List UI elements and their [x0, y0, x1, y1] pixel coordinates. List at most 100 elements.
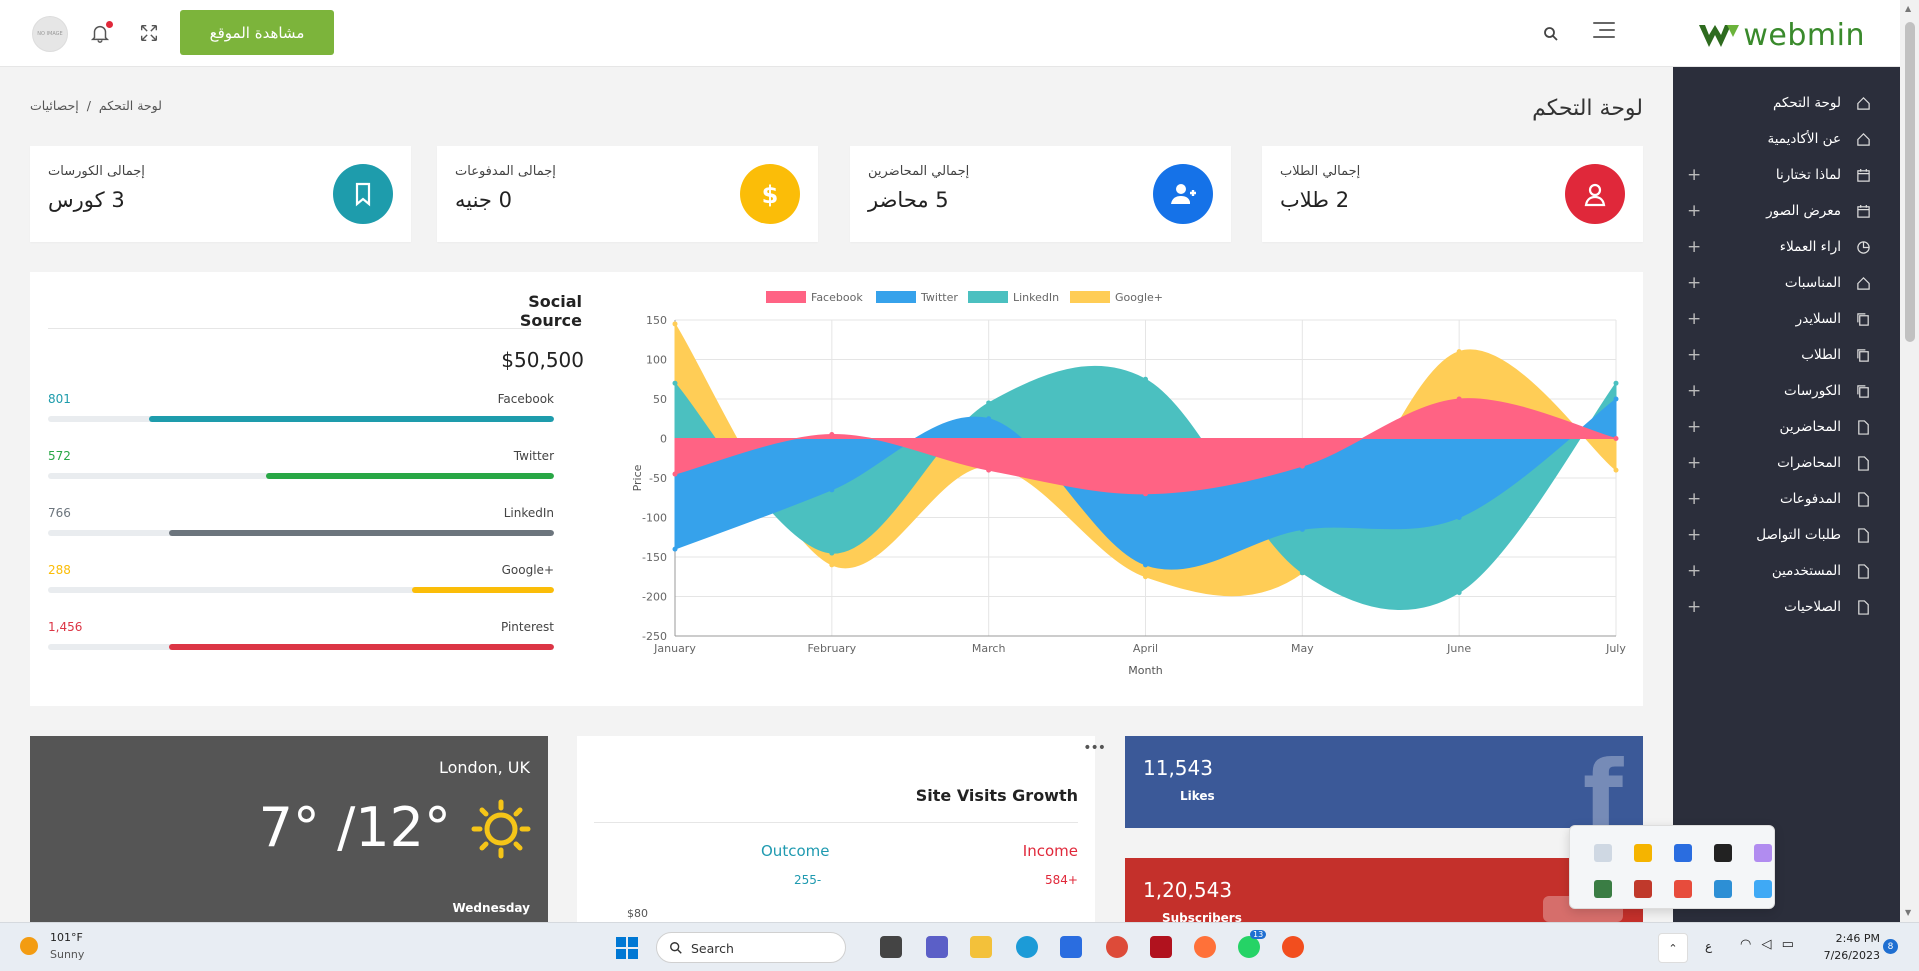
wifi-volume-battery-icons[interactable]: ◠ ◁ ▭	[1740, 937, 1797, 952]
sidebar-item[interactable]: اراء العملاء +	[1673, 225, 1900, 269]
sidebar-item-label: لماذا تختارنا	[1775, 167, 1841, 183]
sidebar-item[interactable]: معرض الصور +	[1673, 189, 1900, 233]
data-point	[1299, 526, 1305, 532]
taskbar-search-box[interactable]: Search	[656, 932, 846, 963]
scroll-thumb[interactable]	[1905, 22, 1915, 342]
expand-plus-icon[interactable]: +	[1687, 561, 1702, 581]
taskbar-weather-condition[interactable]: Sunny	[50, 948, 85, 961]
scroll-down-arrow[interactable]: ▼	[1905, 908, 1912, 917]
input-language[interactable]: ع	[1705, 939, 1713, 953]
anydesk-icon[interactable]	[1674, 880, 1692, 898]
sidebar-item-label: معرض الصور	[1766, 203, 1841, 219]
globe-icon[interactable]	[1594, 844, 1612, 862]
stat-value: 2 طلاب	[1280, 188, 1350, 212]
app-tray-icon[interactable]	[1634, 880, 1652, 898]
notification-count-badge[interactable]: 8	[1883, 939, 1898, 954]
show-hidden-icons-chevron[interactable]: ⌃	[1658, 933, 1688, 963]
social-network-name: Pinterest	[500, 620, 554, 634]
social-count: 1,456	[48, 620, 83, 634]
expand-plus-icon[interactable]: +	[1687, 309, 1702, 329]
pen-icon[interactable]	[1754, 844, 1772, 862]
page-scrollbar[interactable]: ▲ ▼	[1900, 0, 1919, 922]
firefox-browser-icon[interactable]	[1194, 936, 1216, 958]
taskbar-time[interactable]: 2:46 PM	[1835, 932, 1880, 945]
expand-plus-icon[interactable]: +	[1687, 345, 1702, 365]
more-options-icon[interactable]: •••	[1083, 740, 1106, 756]
pie-chart-icon	[1857, 240, 1870, 254]
sidebar-item[interactable]: المحاضرات +	[1673, 441, 1900, 485]
windows-start-icon[interactable]	[616, 937, 638, 959]
sidebar-item[interactable]: السلايدر +	[1673, 297, 1900, 341]
network-icon[interactable]	[1594, 880, 1612, 898]
progress-fill	[412, 587, 554, 593]
breadcrumb-home[interactable]: لوحة التحكم	[98, 98, 162, 113]
stat-value: 5 محاضر	[868, 188, 949, 212]
expand-plus-icon[interactable]: +	[1687, 417, 1702, 437]
menu-toggle-icon[interactable]	[1589, 22, 1615, 44]
search-icon[interactable]	[1543, 26, 1559, 42]
sidebar-item[interactable]: المحاضرين +	[1673, 405, 1900, 449]
app-icon[interactable]	[1150, 936, 1172, 958]
stat-card: إجمالي الطلاب 2 طلاب	[1262, 146, 1643, 242]
data-point	[829, 562, 835, 568]
sidebar-item[interactable]: الطلاب +	[1673, 333, 1900, 377]
sidebar-item[interactable]: لماذا تختارنا +	[1673, 153, 1900, 197]
social-network-name: Twitter	[513, 449, 554, 463]
sidebar-item[interactable]: المدفوعات +	[1673, 477, 1900, 521]
legend-swatch	[1070, 291, 1110, 303]
data-point	[829, 550, 835, 556]
sync-icon[interactable]	[1714, 880, 1732, 898]
file-explorer-icon[interactable]	[970, 936, 992, 958]
brand-name: webmin	[1743, 18, 1865, 53]
expand-plus-icon[interactable]: +	[1687, 597, 1702, 617]
fullscreen-icon[interactable]	[138, 22, 160, 44]
social-source-title: Social Source	[519, 292, 582, 330]
expand-plus-icon[interactable]: +	[1687, 165, 1702, 185]
brand-logo[interactable]: webmin	[1699, 18, 1865, 53]
visit-site-button[interactable]: مشاهدة الموقع	[180, 10, 334, 55]
expand-plus-icon[interactable]: +	[1687, 273, 1702, 293]
chrome-browser-icon[interactable]	[1106, 936, 1128, 958]
whatsapp-icon[interactable]	[1238, 936, 1260, 958]
bell-icon[interactable]	[89, 22, 111, 44]
sidebar-item[interactable]: المناسبات +	[1673, 261, 1900, 305]
store-icon[interactable]	[1060, 936, 1082, 958]
dollar-icon: $	[762, 181, 779, 209]
teams-chat-icon[interactable]	[926, 936, 948, 958]
expand-plus-icon[interactable]: +	[1687, 525, 1702, 545]
sidebar-item[interactable]: طلبات التواصل +	[1673, 513, 1900, 557]
data-point	[672, 321, 678, 327]
expand-plus-icon[interactable]: +	[1687, 453, 1702, 473]
y-tick-label: -100	[642, 512, 667, 525]
data-point	[672, 546, 678, 552]
user-avatar[interactable]: NO IMAGE	[32, 16, 68, 52]
weather-sun-icon[interactable]	[20, 937, 38, 955]
stat-card: إجمالي المحاضرين 5 محاضر	[850, 146, 1231, 242]
expand-plus-icon[interactable]: +	[1687, 381, 1702, 401]
user-icon	[1584, 183, 1606, 207]
y-tick-label: -50	[649, 472, 667, 485]
expand-plus-icon[interactable]: +	[1687, 237, 1702, 257]
expand-plus-icon[interactable]: +	[1687, 489, 1702, 509]
postman-icon[interactable]	[1282, 936, 1304, 958]
legend-swatch	[876, 291, 916, 303]
edge-browser-icon[interactable]	[1016, 936, 1038, 958]
sidebar-item[interactable]: الكورسات +	[1673, 369, 1900, 413]
stat-label: إجمالى المدفوعات	[455, 164, 556, 179]
window-icon[interactable]	[1754, 880, 1772, 898]
taskbar-date[interactable]: 7/26/2023	[1823, 949, 1880, 962]
scroll-up-arrow[interactable]: ▲	[1905, 4, 1912, 13]
taskbar-temperature[interactable]: 101°F	[50, 931, 83, 944]
outcome-label: Outcome	[761, 842, 830, 860]
task-view-icon[interactable]	[880, 936, 902, 958]
youtube-subscribers-count: 1,20,543	[1143, 878, 1233, 902]
bluetooth-icon[interactable]	[1674, 844, 1692, 862]
nvidia-icon[interactable]	[1714, 844, 1732, 862]
sidebar-item[interactable]: لوحة التحكم	[1673, 81, 1900, 125]
sidebar-item[interactable]: المستخدمين +	[1673, 549, 1900, 593]
sidebar-item[interactable]: الصلاحيات +	[1673, 585, 1900, 629]
sidebar-item[interactable]: عن الأكاديمية	[1673, 117, 1900, 161]
stat-card: $ إجمالى المدفوعات 0 جنيه	[437, 146, 818, 242]
expand-plus-icon[interactable]: +	[1687, 201, 1702, 221]
security-shield-icon[interactable]	[1634, 844, 1652, 862]
